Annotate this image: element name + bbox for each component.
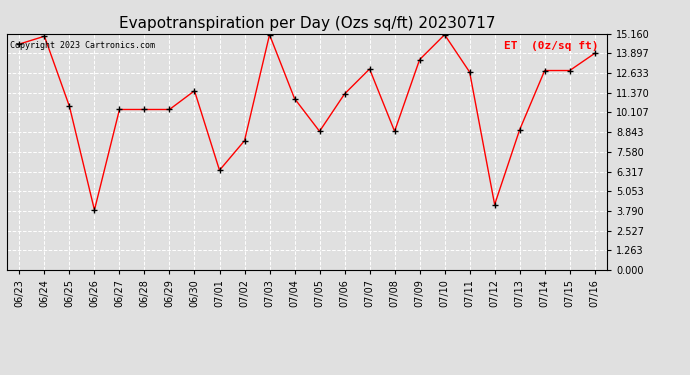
Text: ET  (0z/sq ft): ET (0z/sq ft) (504, 41, 598, 51)
Title: Evapotranspiration per Day (Ozs sq/ft) 20230717: Evapotranspiration per Day (Ozs sq/ft) 2… (119, 16, 495, 31)
Text: Copyright 2023 Cartronics.com: Copyright 2023 Cartronics.com (10, 41, 155, 50)
